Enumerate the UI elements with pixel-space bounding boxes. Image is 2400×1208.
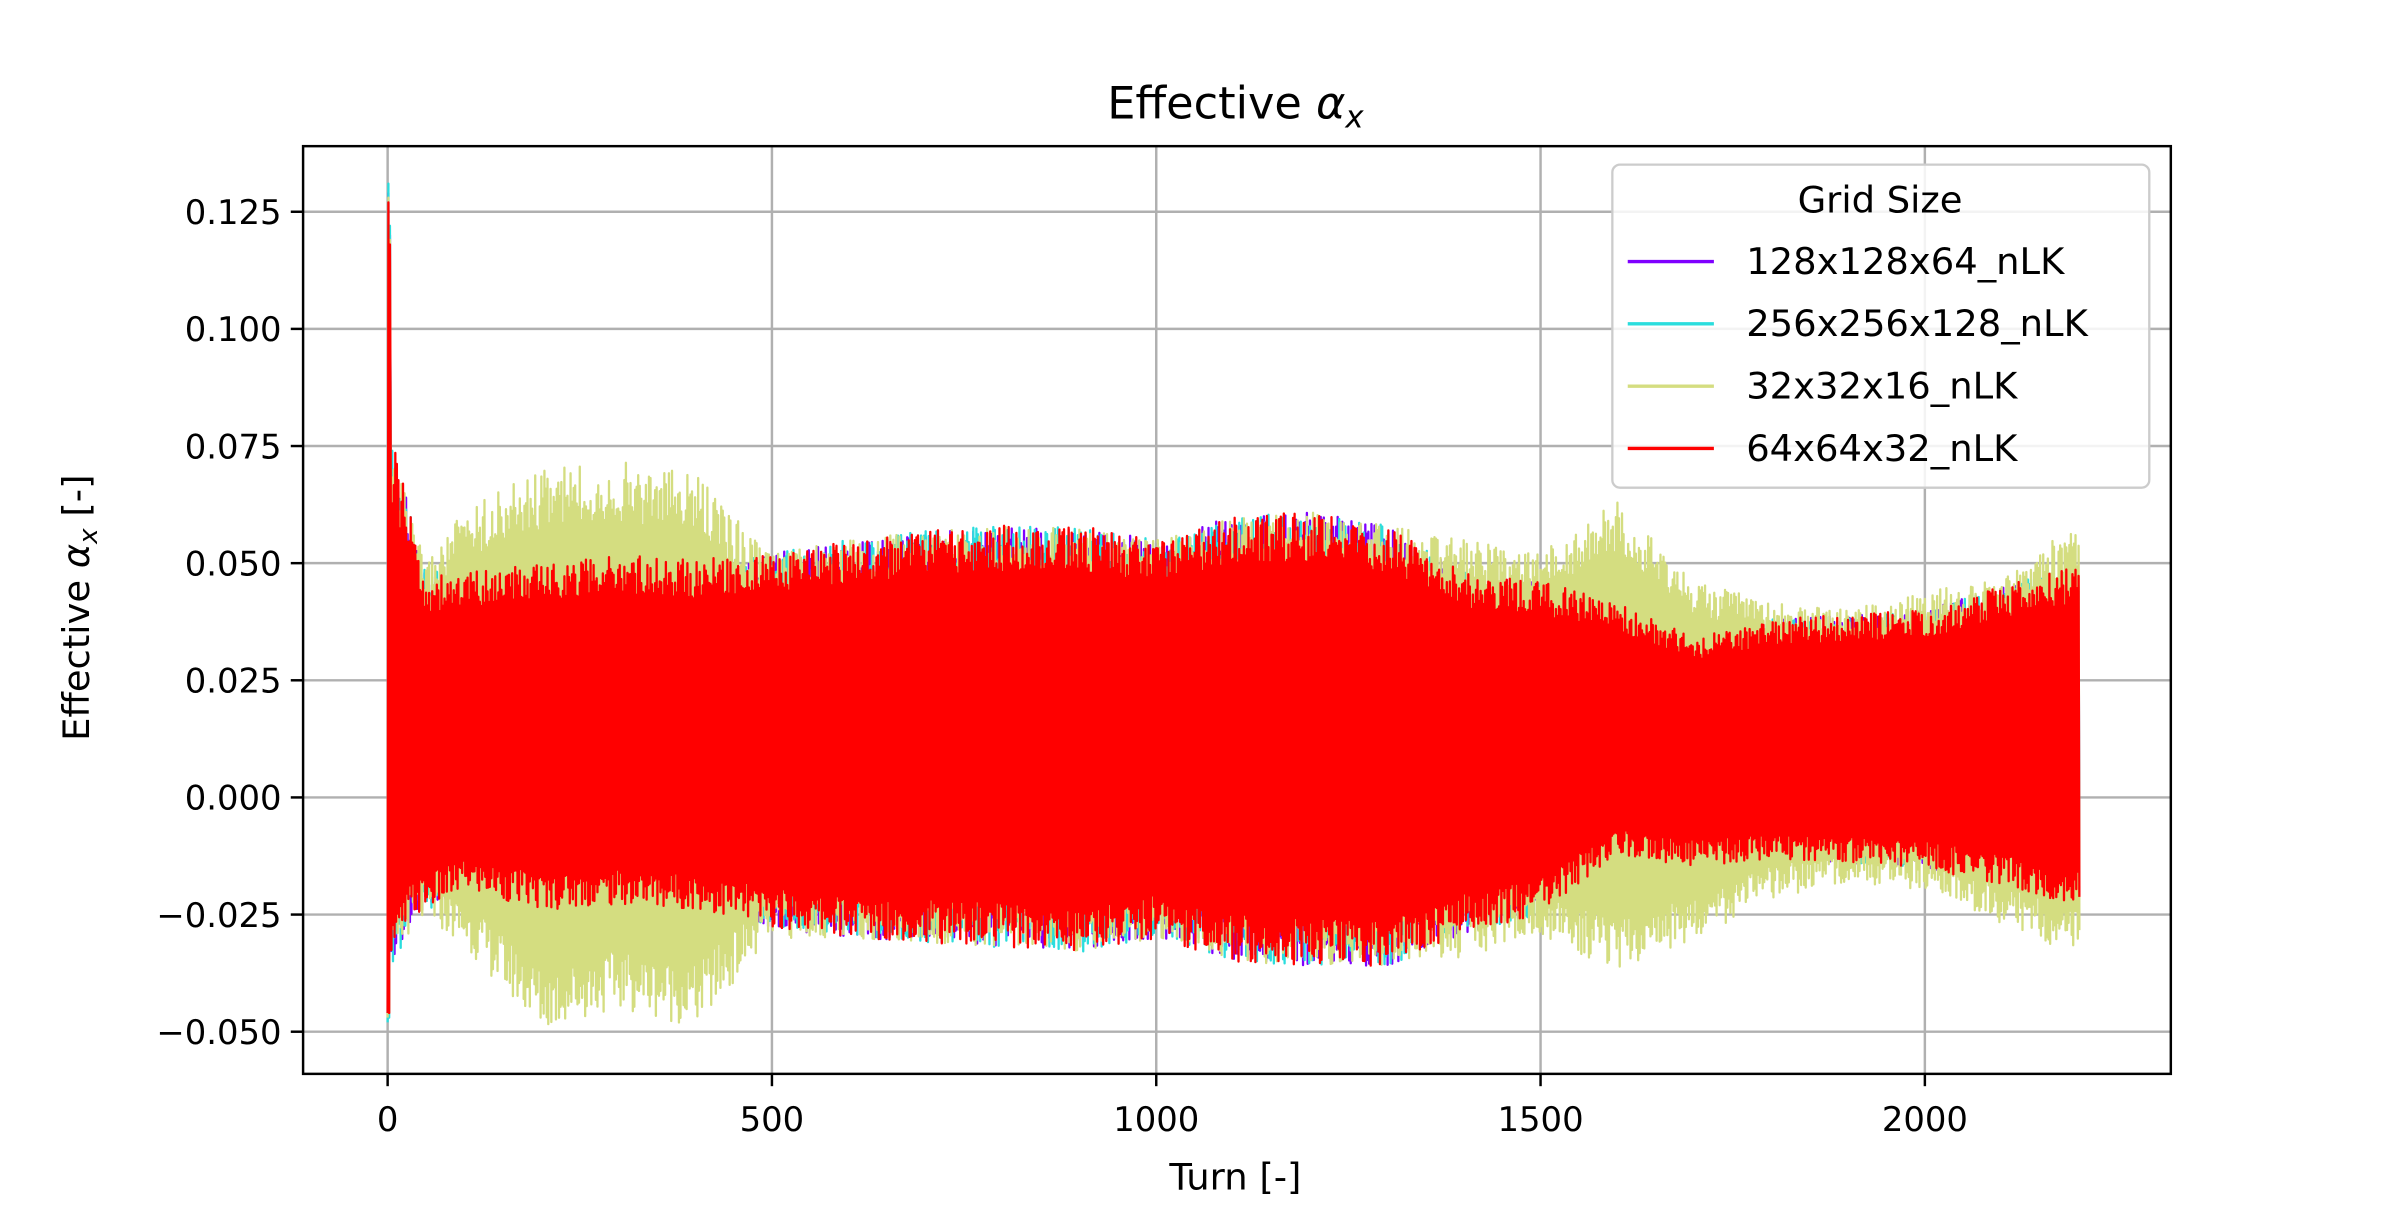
legend: Grid Size 128x128x64_nLK 256x256x128_nLK 3… — [1611, 163, 2151, 489]
series-layer — [386, 182, 2081, 1026]
legend-entry-label: 128x128x64_nLK — [1746, 240, 2065, 283]
x-tick-label: 2000 — [1882, 1100, 1968, 1139]
y-label-subscript: x — [74, 528, 104, 545]
legend-title: Grid Size — [1798, 178, 1963, 221]
x-tick-label: 500 — [740, 1100, 805, 1139]
y-tick-label: 0.000 — [185, 779, 282, 818]
legend-entry-label: 32x32x16_nLK — [1746, 364, 2018, 407]
x-axis-label: Turn [-] — [1168, 1155, 1301, 1198]
y-tick-label: −0.050 — [156, 1013, 281, 1052]
legend-box — [1611, 163, 2151, 489]
y-label-post: [-] — [55, 474, 98, 528]
y-label-pre: Effective — [55, 568, 98, 741]
x-tick-label: 1000 — [1113, 1100, 1199, 1139]
title-subscript: x — [1344, 100, 1364, 136]
y-label-symbol: α — [55, 544, 98, 568]
y-axis-ticks: −0.050 −0.025 0.000 0.025 0.050 0.075 0.100 0.1… — [156, 193, 304, 1052]
y-tick-label: 0.100 — [185, 310, 282, 349]
x-tick-label: 1500 — [1498, 1100, 1584, 1139]
x-tick-label: 0 — [377, 1100, 399, 1139]
legend-items: 128x128x64_nLK 256x256x128_nLK 32x32x16_nL… — [1627, 240, 2089, 470]
y-tick-label: 0.125 — [185, 193, 282, 232]
y-axis-label: Effective αx [-] — [55, 474, 104, 740]
title-main: Effective — [1107, 77, 1316, 129]
series-line-64x64x32_nLK — [386, 201, 2081, 1015]
legend-entry-label: 256x256x128_nLK — [1746, 302, 2088, 345]
legend-entry-label: 64x64x32_nLK — [1746, 427, 2018, 470]
x-axis-ticks: 0 500 1000 1500 2000 — [377, 1073, 1968, 1139]
plot-frame — [301, 144, 2173, 1076]
y-tick-label: 0.050 — [185, 544, 282, 583]
y-tick-label: 0.025 — [185, 662, 282, 701]
chart-title: Effective αx — [1107, 77, 1364, 135]
y-tick-label: 0.075 — [185, 427, 282, 466]
title-symbol: α — [1316, 77, 1345, 129]
y-tick-label: −0.025 — [156, 896, 281, 935]
